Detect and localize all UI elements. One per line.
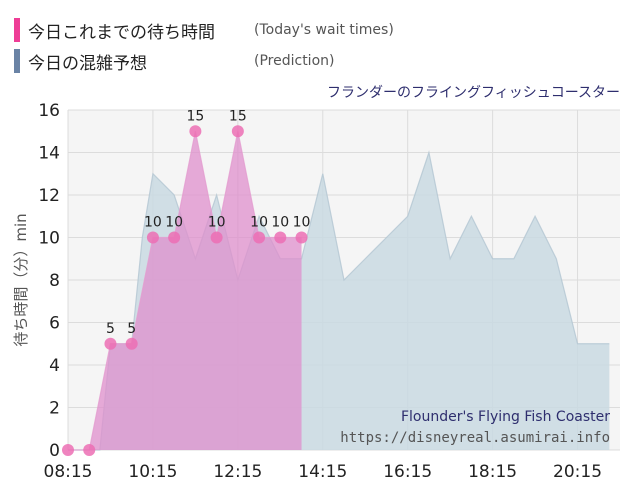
- x-tick-label: 08:15: [44, 462, 93, 482]
- y-tick-label: 8: [49, 271, 60, 291]
- y-axis-label: 待ち時間（分）min: [12, 213, 30, 346]
- legend-actual-label: 今日これまでの待ち時間: [28, 22, 215, 43]
- source-url: https://disneyreal.asumirai.info: [340, 430, 610, 446]
- attraction-name-jp: フランダーのフライングフィッシュコースター: [327, 85, 620, 101]
- legend-actual: 今日これまでの待ち時間 (Today's wait times): [14, 18, 394, 43]
- x-tick-label: 14:15: [298, 462, 347, 482]
- y-tick-label: 6: [49, 314, 60, 334]
- y-tick-label: 16: [38, 101, 60, 121]
- data-label: 10: [250, 215, 268, 231]
- y-axis-ticks: 0 2 4 6 8 10 12 14 16: [38, 101, 60, 461]
- x-tick-label: 20:15: [553, 462, 602, 482]
- actual-point: [83, 444, 96, 456]
- data-label: 5: [106, 321, 115, 337]
- data-label: 5: [127, 321, 136, 337]
- actual-point: [210, 231, 223, 244]
- data-label: 10: [271, 215, 289, 231]
- y-tick-label: 2: [49, 399, 60, 419]
- legend-actual-swatch: [14, 18, 20, 42]
- data-label: 10: [208, 215, 226, 231]
- y-tick-label: 12: [38, 186, 60, 206]
- legend-prediction-sub: (Prediction): [254, 53, 335, 69]
- attraction-name-en: Flounder's Flying Fish Coaster: [401, 409, 610, 425]
- prediction-line: [68, 150, 610, 451]
- x-tick-label: 18:15: [468, 462, 517, 482]
- actual-point: [168, 231, 181, 244]
- y-tick-label: 10: [38, 229, 60, 249]
- x-tick-label: 16:15: [383, 462, 432, 482]
- y-tick-label: 4: [49, 356, 60, 376]
- data-label: 10: [144, 215, 162, 231]
- data-points: [62, 125, 308, 456]
- y-tick-label: 0: [49, 441, 60, 461]
- x-tick-label: 10:15: [128, 462, 177, 482]
- legend-prediction-label: 今日の混雑予想: [28, 53, 147, 74]
- data-label: 10: [293, 215, 311, 231]
- actual-point: [62, 444, 74, 456]
- actual-point: [274, 231, 287, 244]
- actual-point: [295, 231, 308, 244]
- chart-areas: [68, 131, 610, 451]
- actual-point: [231, 125, 244, 138]
- actual-point: [189, 125, 202, 138]
- actual-point: [253, 231, 266, 244]
- legend-prediction: 今日の混雑予想 (Prediction): [14, 49, 335, 74]
- data-label: 15: [229, 108, 247, 124]
- data-label: 10: [165, 215, 183, 231]
- actual-point: [146, 231, 159, 244]
- x-axis-ticks: 08:15 10:15 12:15 14:15 16:15 18:15 20:15: [44, 462, 603, 482]
- legend-prediction-swatch: [14, 49, 20, 73]
- legend-actual-sub: (Today's wait times): [254, 22, 394, 38]
- data-label: 15: [186, 108, 204, 124]
- x-tick-label: 12:15: [213, 462, 262, 482]
- actual-area: [68, 131, 302, 450]
- actual-point: [125, 337, 138, 350]
- y-tick-label: 14: [38, 144, 60, 164]
- actual-point: [104, 337, 117, 350]
